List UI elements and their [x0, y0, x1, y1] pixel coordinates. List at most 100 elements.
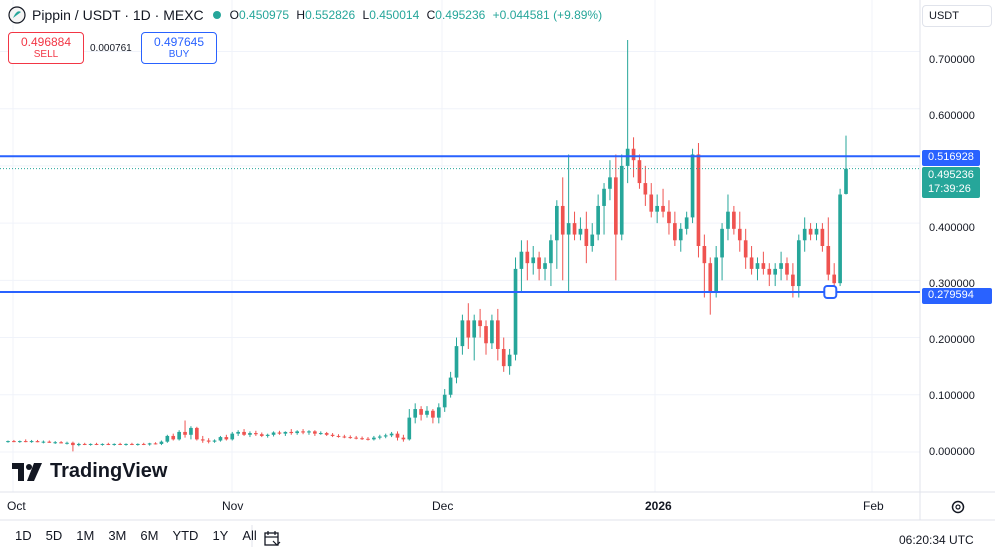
candle-body: [141, 443, 146, 445]
line-anchor-handle[interactable]: [823, 284, 838, 299]
symbol-title[interactable]: Pippin / USDT · 1D · MEXC: [32, 7, 204, 23]
candle-body: [41, 441, 46, 443]
candle-body: [643, 183, 648, 195]
upper-line-price-tag: 0.516928: [922, 150, 980, 166]
countdown: 17:39:26: [928, 183, 971, 195]
candle-body: [796, 240, 801, 287]
brand-name: TradingView: [50, 460, 168, 482]
market-status-icon: [212, 11, 221, 19]
candle-body: [732, 211, 736, 229]
candle-body: [372, 437, 376, 440]
range-3m-button[interactable]: 3M: [108, 528, 127, 543]
candle-body: [495, 320, 500, 349]
candle-body: [507, 354, 512, 367]
candle-body: [230, 433, 235, 440]
candle-body: [549, 240, 553, 264]
tradingview-logo-icon: [12, 462, 42, 481]
last-price-tag: 0.495236 17:39:26: [922, 167, 980, 198]
candle-body: [177, 431, 181, 440]
candle-body: [454, 346, 459, 378]
candle-body: [360, 438, 364, 440]
candle-body: [761, 263, 766, 269]
candle-body: [283, 431, 288, 434]
buy-button[interactable]: 0.497645 BUY: [141, 32, 217, 64]
candle-body: [602, 188, 606, 206]
candle-body: [755, 263, 760, 269]
candle-body: [12, 441, 16, 443]
candle-body: [661, 205, 665, 212]
candle-body: [23, 441, 28, 443]
candle-body: [189, 427, 193, 435]
candle-body: [791, 274, 795, 287]
candle-body: [212, 440, 217, 442]
candle-body: [419, 409, 423, 415]
candle-body: [472, 320, 477, 338]
candle-body: [578, 228, 583, 235]
candle-body: [289, 431, 294, 434]
candle-body: [348, 437, 353, 439]
candle-body: [224, 437, 229, 440]
candle-body: [88, 443, 93, 445]
candle-body: [513, 268, 518, 355]
price-axis-label: 0.600000: [929, 110, 975, 122]
candle-body: [153, 443, 158, 445]
range-all-button[interactable]: All: [242, 528, 257, 543]
candle-body: [130, 443, 134, 445]
candle-body: [242, 431, 246, 435]
pippin-logo-icon: [8, 6, 26, 24]
candle-body: [484, 326, 488, 344]
range-1d-button[interactable]: 1D: [15, 528, 32, 543]
candle-body: [165, 435, 170, 442]
candle-body: [779, 263, 783, 269]
candle-body: [17, 441, 22, 443]
candle-body: [702, 246, 707, 264]
candle-body: [466, 320, 471, 338]
range-6m-button[interactable]: 6M: [140, 528, 159, 543]
gear-icon[interactable]: [950, 499, 966, 515]
ohlc-readout: O0.450975 H0.552826 L0.450014 C0.495236 …: [229, 8, 603, 22]
sell-button[interactable]: 0.496884 SELL: [8, 32, 84, 64]
candle-body: [383, 435, 388, 437]
currency-button[interactable]: USDT: [922, 5, 992, 27]
candle-body: [708, 263, 713, 292]
candle-body: [206, 440, 211, 442]
candle-body: [313, 431, 317, 434]
candle-body: [690, 154, 695, 218]
candle-body: [29, 441, 34, 443]
candle-body: [767, 268, 772, 275]
candle-body: [572, 223, 577, 235]
candle-body: [785, 263, 789, 275]
range-5d-button[interactable]: 5D: [45, 528, 63, 543]
candle-body: [560, 205, 565, 235]
candle-body: [673, 223, 677, 241]
candle-body: [318, 433, 323, 435]
utc-clock[interactable]: 06:20:34 UTC: [899, 533, 974, 547]
candle-body: [820, 228, 825, 246]
range-1y-button[interactable]: 1Y: [212, 528, 229, 543]
candle-body: [336, 435, 341, 437]
candle-body: [737, 228, 742, 241]
candle-body: [531, 257, 536, 264]
price-change: +0.044581 (+9.89%): [492, 8, 603, 22]
calendar-icon[interactable]: [263, 530, 281, 548]
candle-body: [614, 177, 618, 235]
candle-body: [608, 177, 612, 189]
range-1m-button[interactable]: 1M: [76, 528, 95, 543]
spread-value: 0.000761: [90, 43, 132, 54]
candle-body: [631, 148, 636, 161]
candle-body: [667, 211, 671, 224]
candle-body: [59, 442, 63, 444]
candle-body: [525, 251, 530, 264]
range-toolbar: 1D 5D 1M 3M 6M YTD 1Y All: [0, 528, 257, 549]
range-ytd-button[interactable]: YTD: [172, 528, 199, 543]
candle-body: [566, 223, 571, 235]
candle-body: [6, 441, 10, 443]
candle-body: [330, 434, 335, 436]
price-axis-label: 0.200000: [929, 334, 975, 346]
candle-body: [678, 228, 683, 241]
lower-line-price-tag: 0.279594: [922, 288, 992, 304]
time-axis-label: Nov: [222, 499, 244, 513]
candle-body: [714, 257, 718, 292]
candle-body: [82, 443, 87, 445]
